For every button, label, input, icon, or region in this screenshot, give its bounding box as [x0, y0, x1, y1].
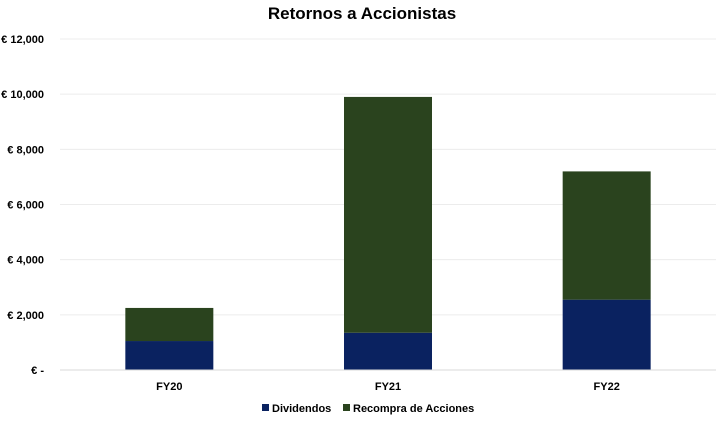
y-tick-label: € 4,000	[7, 255, 44, 267]
legend-swatch	[343, 404, 350, 411]
bar-fy20-dividendos	[125, 341, 214, 370]
x-tick-label: FY22	[594, 381, 620, 393]
legend-swatch	[262, 404, 269, 411]
bar-fy20-recompra	[125, 307, 214, 342]
bar-fy21-dividendos	[344, 332, 432, 370]
y-tick-label: € 8,000	[7, 144, 44, 156]
x-tick-label: FY20	[156, 381, 182, 393]
bar-fy22-recompra	[562, 171, 651, 300]
legend-label: Dividendos	[272, 403, 331, 415]
bars	[125, 96, 651, 370]
bar-fy22-dividendos	[562, 299, 651, 370]
y-tick-label: € 10,000	[1, 89, 44, 101]
y-tick-label: € -	[31, 365, 44, 377]
x-tick-label: FY21	[375, 381, 401, 393]
legend: Dividendos Recompra de Acciones	[262, 403, 474, 415]
chart-title: Retornos a Accionistas	[268, 4, 456, 23]
y-tick-label: € 12,000	[1, 34, 44, 46]
y-tick-label: € 2,000	[7, 310, 44, 322]
x-axis-tick-labels: FY20 FY21 FY22	[156, 381, 620, 393]
bar-fy21-recompra	[344, 96, 432, 333]
legend-label: Recompra de Acciones	[353, 403, 474, 415]
y-tick-label: € 6,000	[7, 200, 44, 212]
y-axis-tick-labels: € - € 2,000 € 4,000 € 6,000 € 8,000 € 10,000 €…	[1, 34, 44, 377]
